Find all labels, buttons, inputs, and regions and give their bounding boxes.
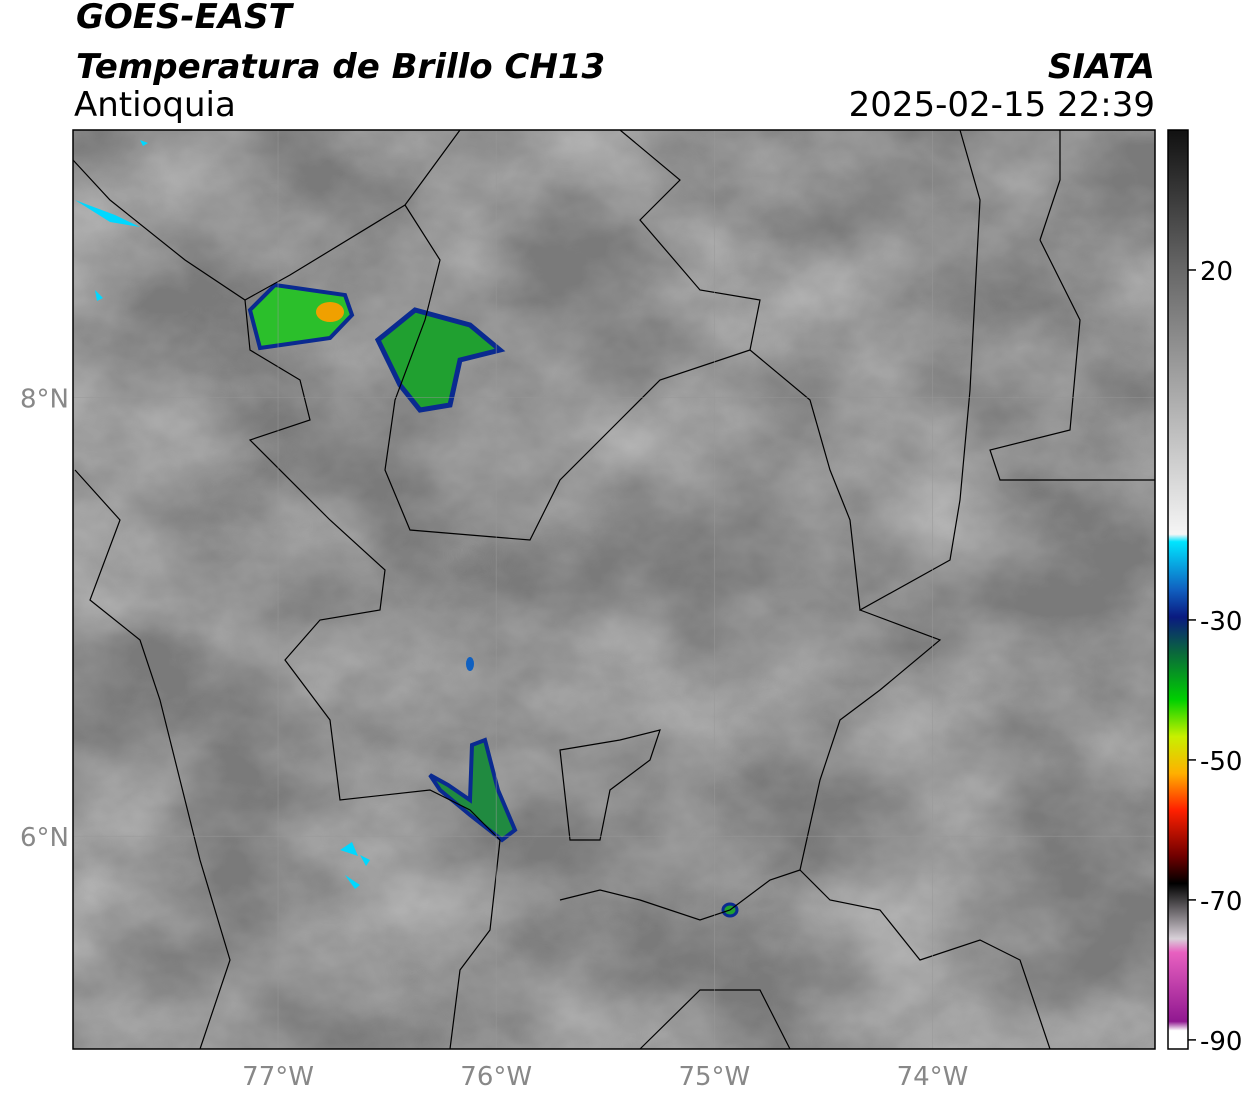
header: GOES-EAST Temperatura de Brillo CH13 Ant…: [74, 0, 1155, 125]
datetime: 2025-02-15 22:39: [849, 85, 1155, 125]
y-tick-label: 8°N: [20, 385, 69, 415]
x-tick-label: 75°W: [678, 1062, 750, 1092]
colorbar: [1167, 129, 1189, 1050]
x-tick-label: 77°W: [242, 1062, 314, 1092]
x-tick-label: 76°W: [460, 1062, 532, 1092]
colorbar-tick-label: -90: [1200, 1027, 1242, 1057]
x-tick-label: 74°W: [897, 1062, 969, 1092]
subtitle: Temperatura de Brillo CH13: [76, 47, 605, 87]
colorbar-tick-label: -50: [1200, 747, 1242, 777]
map-frame: [72, 129, 1156, 1050]
region: Antioquia: [74, 85, 236, 125]
source: SIATA: [1048, 47, 1155, 87]
satellite-image: [73, 130, 1155, 1049]
title: GOES-EAST: [76, 0, 295, 37]
y-tick-label: 6°N: [20, 823, 69, 853]
colorbar-tick-label: -70: [1200, 887, 1242, 917]
boundaries: [72, 129, 1155, 1050]
colorbar-tick-label: -30: [1200, 607, 1242, 637]
colorbar-tick-label: 20: [1200, 257, 1233, 287]
grid: [73, 130, 1155, 1049]
